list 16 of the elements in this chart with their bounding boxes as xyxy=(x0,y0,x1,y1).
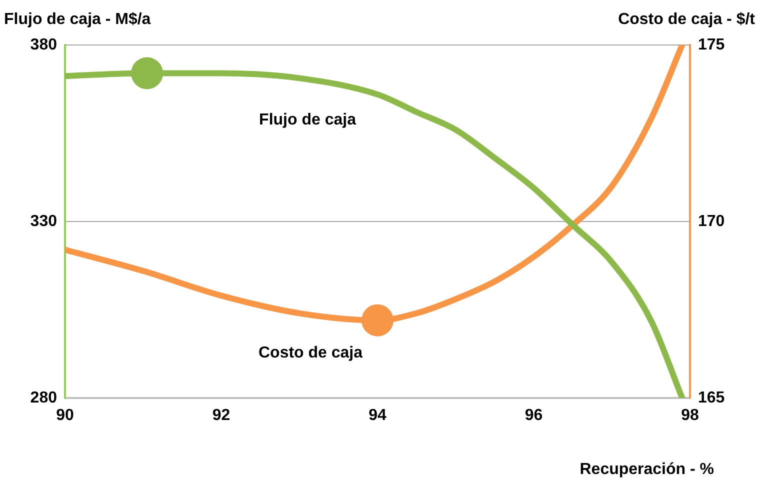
y-tick-label: 380 xyxy=(30,36,58,54)
x-tick-label: 96 xyxy=(524,407,543,424)
y2-tick-label: 165 xyxy=(698,389,725,406)
x-tick-label: 94 xyxy=(368,407,386,424)
y-axis-title: Flujo de caja - M$/a xyxy=(4,11,151,28)
y2-axis-title: Costo de caja - $/t xyxy=(618,11,756,28)
x-tick-label: 90 xyxy=(56,407,74,424)
series-label: Flujo de caja xyxy=(259,111,356,128)
x-axis-title: Recuperación - % xyxy=(580,461,714,478)
y2-tick-label: 175 xyxy=(698,36,725,54)
x-tick-label: 92 xyxy=(212,407,230,424)
y-tick-label: 330 xyxy=(30,212,58,230)
y-tick-label: 280 xyxy=(30,389,58,406)
series-label: Costo de caja xyxy=(258,344,363,362)
y2-tick-label: 170 xyxy=(698,212,725,230)
x-tick-label: 98 xyxy=(681,407,699,424)
